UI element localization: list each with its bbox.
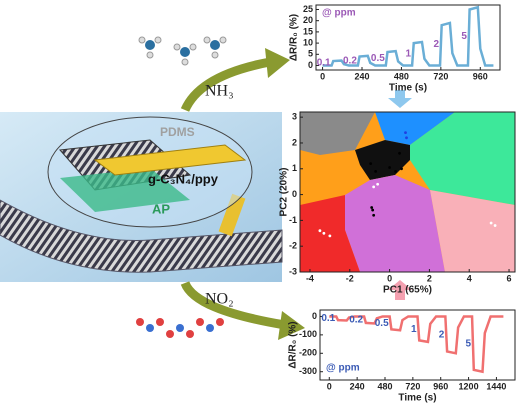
pulse-label: 2 <box>439 330 445 341</box>
pulse-label: 1 <box>411 324 417 335</box>
label: AP <box>152 201 170 216</box>
x-tick-label: 0 <box>387 273 392 283</box>
x-tick-label: 0 <box>320 71 325 81</box>
point <box>493 224 497 227</box>
point <box>370 206 374 209</box>
x-tick-label: 0 <box>327 381 332 391</box>
label: g-C₃N₄/ppy <box>148 171 219 186</box>
pulse-label: 2 <box>433 39 439 50</box>
point <box>371 208 375 212</box>
arrow-head <box>265 48 290 78</box>
x-tick-label: 240 <box>350 381 365 391</box>
point <box>322 231 326 235</box>
ap-layer <box>60 168 190 212</box>
point <box>369 162 373 166</box>
nh3-molecules <box>138 36 227 66</box>
y-tick-label: 5 <box>308 49 313 59</box>
point <box>489 221 493 225</box>
pulse-label: 0.1 <box>321 313 335 324</box>
x-axis-label: Time (s) <box>398 393 436 403</box>
y-tick-label: -3 <box>289 266 297 276</box>
point <box>400 167 403 171</box>
x-tick-label: 4 <box>467 273 472 283</box>
x-tick-label: 480 <box>394 71 409 81</box>
point <box>388 166 391 169</box>
gas-label: NH₃ <box>205 83 234 100</box>
pulse-label: 0.2 <box>349 315 363 326</box>
gas-label: NO₂ <box>205 291 234 308</box>
y-tick-label: -2 <box>289 241 297 251</box>
y-tick-label: -200 <box>299 348 317 358</box>
y-tick-label: 1 <box>292 163 297 173</box>
y-tick-label: 10 <box>303 37 313 47</box>
point <box>404 131 407 135</box>
x-tick-label: 720 <box>433 71 448 81</box>
x-tick-label: -2 <box>346 273 354 283</box>
y-tick-label: 20 <box>303 15 313 25</box>
x-tick-label: 2 <box>427 273 432 283</box>
pca-regions <box>300 112 515 272</box>
pulse-label: 0.1 <box>317 58 331 69</box>
series-line <box>329 315 504 374</box>
y-axis-label: ΔR/R₀ (%) <box>289 14 300 61</box>
y-tick-label: 3 <box>292 112 297 122</box>
y-tick-label: 0 <box>308 60 313 70</box>
point <box>398 151 401 155</box>
pulse-label: 0.5 <box>371 53 385 64</box>
y-tick-label: -1 <box>289 215 297 225</box>
y-tick-label: 2 <box>292 137 297 147</box>
y-tick-label: 15 <box>303 26 313 36</box>
pulse-label: 5 <box>465 339 471 350</box>
x-axis-label: PC1 (65%) <box>383 285 432 296</box>
point <box>318 229 322 233</box>
x-tick-label: 1440 <box>486 381 506 391</box>
x-tick-label: 960 <box>473 71 488 81</box>
arrow <box>180 57 271 112</box>
y-tick-label: -100 <box>299 329 317 339</box>
point <box>374 169 378 173</box>
y-tick-label: 25 <box>303 4 313 14</box>
point <box>328 234 332 238</box>
arrow-head <box>278 311 305 340</box>
point <box>372 185 376 189</box>
pulse-label: 5 <box>461 31 467 42</box>
x-tick-label: 960 <box>433 381 448 391</box>
plot-frame <box>315 4 501 71</box>
x-tick-label: 240 <box>354 71 369 81</box>
label: PDMS <box>160 125 195 139</box>
pulse-label: 1 <box>406 48 412 59</box>
point <box>394 169 397 173</box>
annotation: @ ppm <box>322 8 356 19</box>
x-tick-label: 720 <box>405 381 420 391</box>
y-tick-label: 0 <box>292 189 297 199</box>
annotation: @ ppm <box>326 363 360 374</box>
point <box>405 136 408 140</box>
x-tick-label: 1200 <box>459 381 479 391</box>
y-axis-label: PC2 (20%) <box>279 168 290 217</box>
x-tick-label: 480 <box>377 381 392 391</box>
y-axis-label: ΔR/R₀ (%) <box>288 321 299 368</box>
no2-molecules <box>136 318 224 338</box>
y-tick-label: -300 <box>299 366 317 376</box>
arrow <box>388 280 412 300</box>
point <box>376 182 380 186</box>
sensor-band <box>0 199 283 273</box>
pulse-label: 0.2 <box>343 55 357 66</box>
electrode <box>93 144 247 176</box>
x-tick-label: 6 <box>507 273 512 283</box>
point <box>372 213 376 217</box>
x-tick-label: -4 <box>306 273 314 283</box>
plot-frame <box>299 111 516 273</box>
plot-frame <box>319 309 516 381</box>
x-axis-label: Time (s) <box>389 83 427 94</box>
arrow <box>388 90 412 108</box>
series-line <box>322 5 494 67</box>
pulse-label: 0.5 <box>375 318 389 329</box>
electrode <box>218 193 246 237</box>
y-tick-label: 0 <box>312 311 317 321</box>
arrow <box>180 280 286 330</box>
